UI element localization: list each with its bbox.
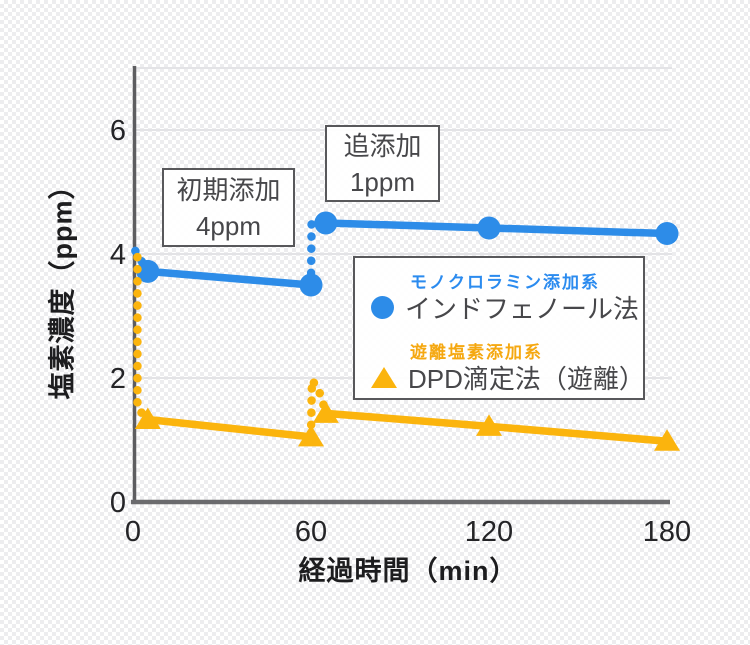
data-point-triangle: [312, 401, 339, 423]
x-tick-label: 180: [643, 516, 691, 548]
annotation-added-dose: 追添加 1ppm: [325, 125, 440, 202]
legend-item-dpd-label: DPD滴定法（遊離）: [408, 364, 645, 394]
annotation-initial-dose: 初期添加 4ppm: [162, 168, 295, 247]
legend-item-indophenol-label: インドフェノール法: [405, 294, 640, 324]
legend-item-indophenol: インドフェノール法: [371, 289, 639, 326]
y-tick-label: 2: [110, 363, 126, 395]
legend-group-2-label: 遊離塩素添加系: [410, 343, 543, 362]
annotation-added-dose-line2: 1ppm: [349, 166, 416, 197]
circle-marker-icon: [371, 296, 394, 319]
x-tick-label: 0: [125, 516, 141, 548]
data-point-triangle: [134, 407, 161, 430]
data-point-circle: [314, 211, 338, 235]
y-tick-label: 0: [110, 487, 126, 519]
x-tick-label: 60: [295, 516, 327, 548]
series-dotted-line: [306, 366, 331, 442]
data-point-circle: [655, 222, 679, 246]
data-point-triangle: [298, 424, 324, 447]
data-point-circle: [299, 273, 323, 297]
annotation-initial-dose-line2: 4ppm: [195, 210, 262, 241]
x-axis-title: 経過時間（min）: [298, 556, 518, 586]
x-tick-label: 120: [465, 516, 513, 548]
series-line: [144, 415, 315, 441]
legend-item-dpd: DPD滴定法（遊離）: [371, 359, 645, 396]
legend-group-1-label: モノクロラミン添加系: [410, 273, 600, 292]
data-point-triangle: [476, 414, 502, 436]
data-point-circle: [477, 216, 501, 240]
data-point-circle: [136, 259, 160, 283]
y-axis-title: 塩素濃度（ppm）: [47, 171, 78, 400]
annotation-initial-dose-line1: 初期添加: [176, 174, 281, 205]
y-tick-label: 4: [110, 239, 126, 271]
series-line: [144, 267, 315, 289]
legend-box: モノクロラミン添加系 インドフェノール法 遊離塩素添加系 DPD滴定法（遊離）: [353, 256, 645, 400]
data-point-triangle: [654, 429, 680, 451]
y-tick-label: 6: [110, 115, 126, 147]
triangle-marker-icon: [371, 367, 397, 388]
annotation-added-dose-line1: 追添加: [343, 130, 422, 161]
